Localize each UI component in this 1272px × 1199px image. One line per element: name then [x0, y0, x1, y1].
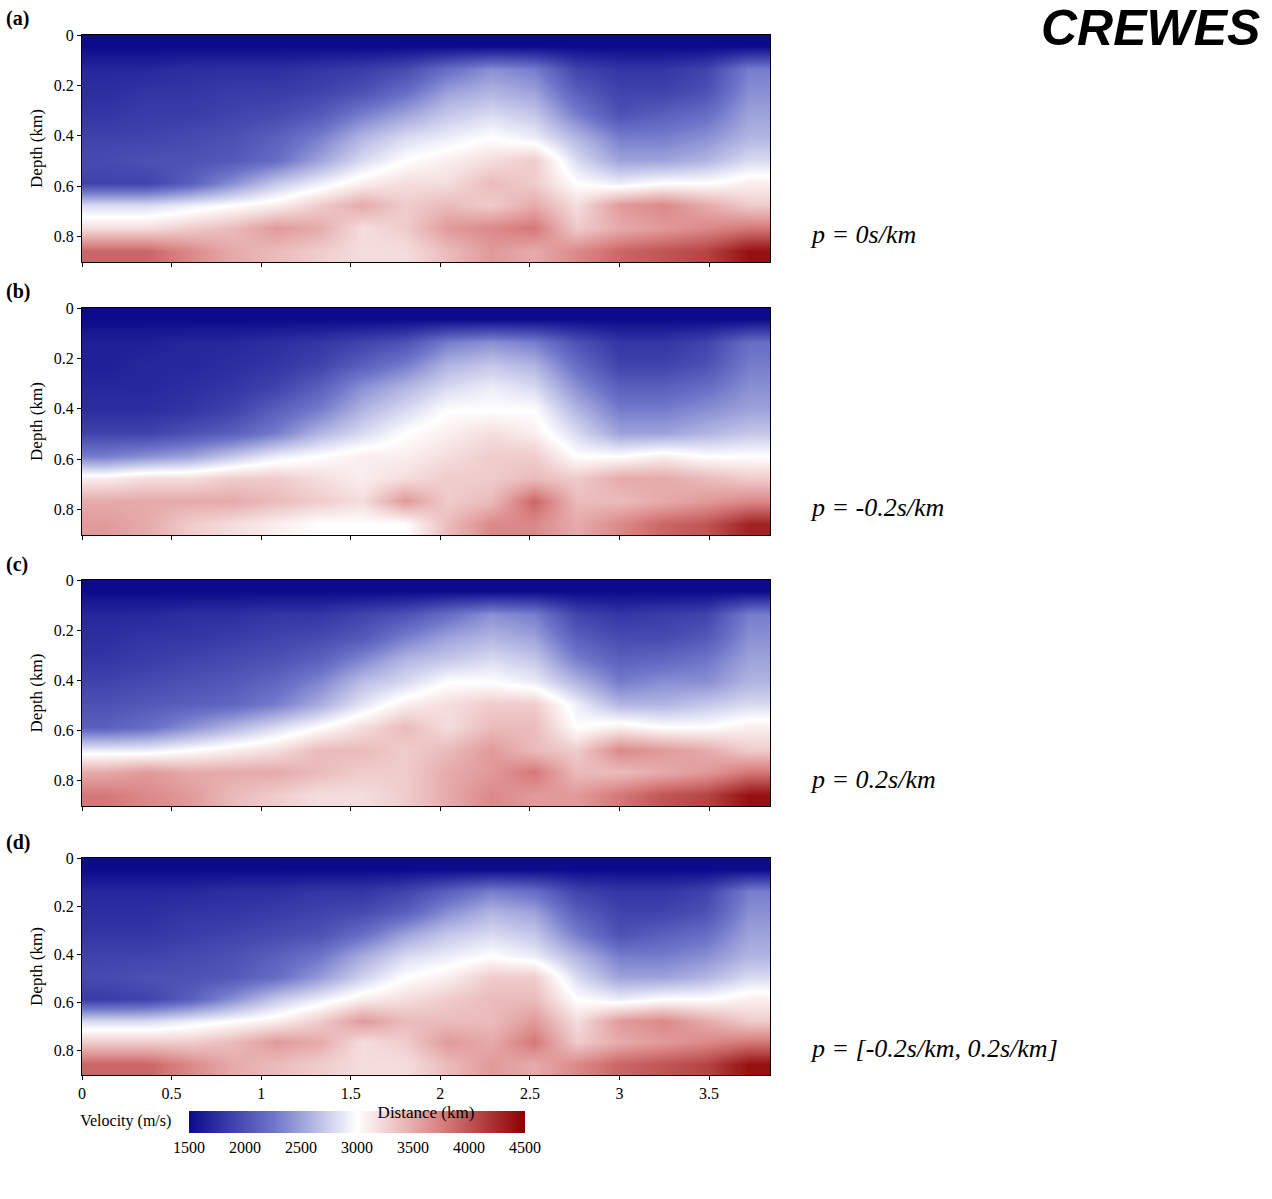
svg-text:0: 0: [66, 572, 74, 589]
svg-text:1500: 1500: [173, 1139, 205, 1156]
svg-text:0.8: 0.8: [54, 228, 74, 245]
svg-text:0.2: 0.2: [54, 350, 74, 367]
svg-text:p = [-0.2s/km, 0.2s/km]: p = [-0.2s/km, 0.2s/km]: [810, 1034, 1058, 1063]
svg-text:Distance (km): Distance (km): [378, 1103, 475, 1122]
svg-text:Depth (km): Depth (km): [27, 927, 46, 1006]
svg-text:2: 2: [436, 1085, 444, 1102]
svg-text:2000: 2000: [229, 1139, 261, 1156]
svg-text:3000: 3000: [341, 1139, 373, 1156]
svg-text:0: 0: [66, 850, 74, 867]
svg-text:p = -0.2s/km: p = -0.2s/km: [810, 493, 944, 522]
svg-text:p = 0s/km: p = 0s/km: [810, 220, 916, 249]
svg-text:0.4: 0.4: [54, 400, 74, 417]
svg-text:0.6: 0.6: [54, 994, 74, 1011]
svg-text:CREWES: CREWES: [1041, 0, 1260, 56]
svg-text:0.6: 0.6: [54, 722, 74, 739]
svg-text:2500: 2500: [285, 1139, 317, 1156]
svg-text:0.6: 0.6: [54, 451, 74, 468]
svg-text:0.4: 0.4: [54, 127, 74, 144]
svg-text:4500: 4500: [509, 1139, 541, 1156]
svg-text:0.8: 0.8: [54, 772, 74, 789]
svg-text:0.4: 0.4: [54, 946, 74, 963]
svg-text:Velocity (m/s): Velocity (m/s): [80, 1112, 171, 1130]
svg-text:Depth (km): Depth (km): [27, 382, 46, 461]
svg-text:0.5: 0.5: [162, 1085, 182, 1102]
svg-text:0: 0: [78, 1085, 86, 1102]
svg-text:(d): (d): [6, 831, 30, 854]
svg-text:0: 0: [66, 27, 74, 44]
svg-text:3: 3: [616, 1085, 624, 1102]
svg-text:3.5: 3.5: [699, 1085, 719, 1102]
svg-text:(c): (c): [6, 553, 28, 576]
svg-text:0.2: 0.2: [54, 898, 74, 915]
svg-text:Depth (km): Depth (km): [27, 109, 46, 188]
svg-text:1.5: 1.5: [341, 1085, 361, 1102]
svg-text:(a): (a): [6, 7, 29, 30]
svg-text:1: 1: [257, 1085, 265, 1102]
svg-text:0.6: 0.6: [54, 178, 74, 195]
svg-text:0.8: 0.8: [54, 1042, 74, 1059]
svg-text:p = 0.2s/km: p = 0.2s/km: [810, 765, 936, 794]
svg-text:0.2: 0.2: [54, 622, 74, 639]
svg-text:2.5: 2.5: [520, 1085, 540, 1102]
svg-text:4000: 4000: [453, 1139, 485, 1156]
svg-text:3500: 3500: [397, 1139, 429, 1156]
svg-text:0.8: 0.8: [54, 501, 74, 518]
svg-text:0: 0: [66, 300, 74, 317]
svg-text:0.4: 0.4: [54, 672, 74, 689]
svg-text:(b): (b): [6, 280, 30, 303]
svg-text:0.2: 0.2: [54, 77, 74, 94]
svg-text:Depth (km): Depth (km): [27, 654, 46, 733]
